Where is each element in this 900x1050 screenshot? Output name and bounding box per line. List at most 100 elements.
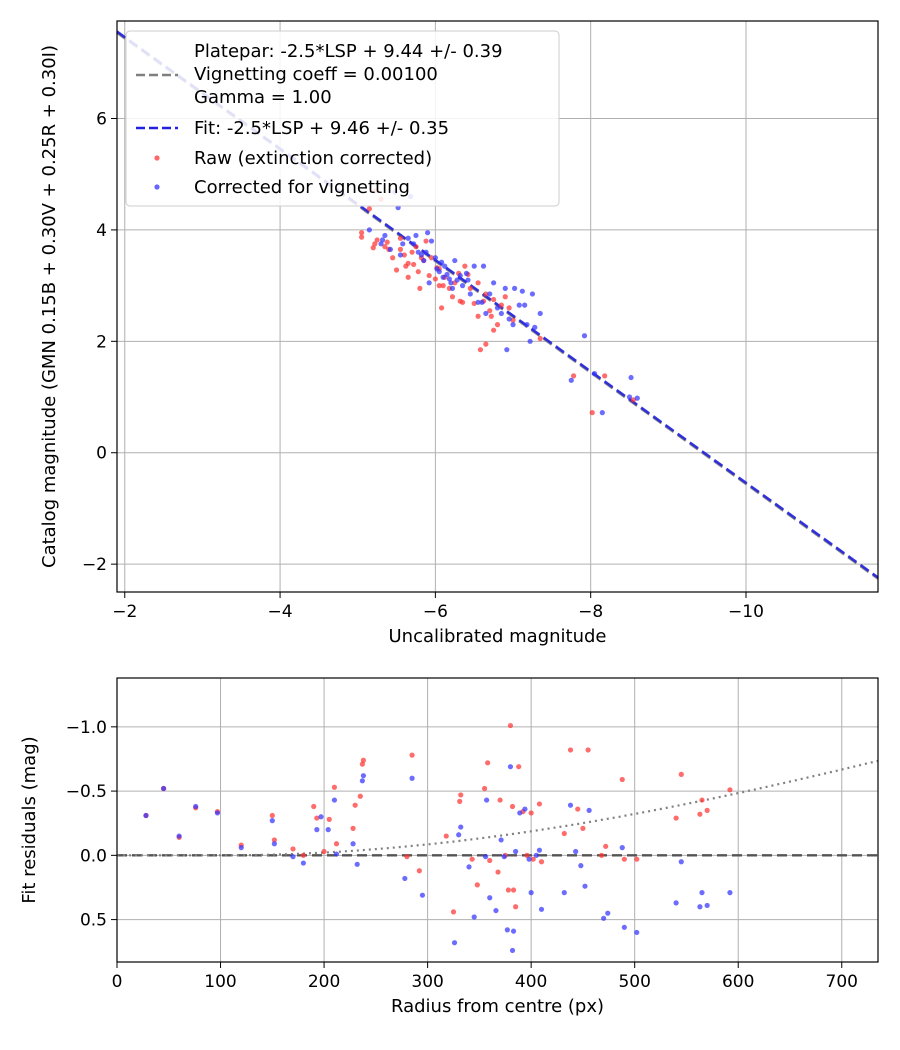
corrected-point [491, 280, 497, 286]
corrected-point [533, 852, 539, 858]
raw-point [443, 833, 449, 839]
corrected-point [238, 845, 244, 851]
bottom-points [143, 722, 733, 954]
raw-point [415, 269, 421, 275]
bottom-plot-frame [116, 677, 879, 963]
corrected-point [290, 854, 296, 860]
raw-point [495, 869, 501, 875]
corrected-point [493, 907, 499, 914]
raw-point [440, 283, 446, 289]
corrected-point [463, 270, 470, 276]
raw-point [571, 373, 577, 379]
legend-raw-swatch [154, 155, 160, 161]
raw-point [416, 868, 422, 874]
raw-point [449, 294, 456, 300]
corrected-point [487, 895, 493, 901]
corrected-point [591, 371, 598, 377]
raw-point [321, 848, 327, 855]
raw-point [423, 238, 429, 244]
vignetting-curve [117, 759, 879, 857]
corrected-point [727, 890, 733, 896]
y-tick-label: 0.0 [80, 846, 107, 866]
corrected-point [522, 302, 528, 308]
corrected-point [673, 900, 679, 906]
corrected-point [567, 802, 574, 808]
legend: Platepar: -2.5*LSP + 9.44 +/- 0.39 Vigne… [125, 30, 560, 207]
corrected-point [325, 827, 331, 833]
corrected-point [509, 947, 516, 954]
corrected-point [360, 773, 367, 779]
corrected-point [628, 374, 634, 381]
corrected-point [143, 812, 149, 819]
x-tick-label: 0 [112, 972, 123, 992]
raw-point [477, 347, 484, 353]
corrected-point [471, 263, 477, 269]
x-tick-label: 300 [411, 972, 443, 992]
corrected-point [333, 851, 340, 857]
raw-point [409, 752, 415, 758]
corrected-point [601, 915, 607, 921]
top-plot-frame [116, 20, 879, 593]
y-tick-label: 4 [96, 221, 107, 241]
raw-point [673, 815, 679, 821]
raw-point [487, 857, 493, 864]
corrected-point [501, 854, 507, 860]
corrected-point [428, 238, 435, 244]
bottom-y-axis-label: Fit residuals (mag) [19, 736, 40, 903]
corrected-point [423, 249, 429, 255]
y-tick-label: 6 [96, 109, 107, 129]
raw-point [271, 837, 277, 843]
corrected-point [704, 902, 710, 909]
raw-point [510, 887, 517, 893]
corrected-point [517, 810, 523, 816]
raw-point [382, 244, 388, 250]
corrected-point [504, 347, 510, 353]
raw-point [359, 230, 365, 236]
raw-point [409, 249, 415, 255]
raw-point [405, 274, 411, 280]
raw-point [401, 252, 407, 258]
raw-point [513, 904, 519, 910]
corrected-point [409, 775, 415, 781]
corrected-point [494, 305, 501, 311]
corrected-point [318, 814, 324, 820]
raw-point [405, 260, 411, 266]
legend-vignetting: Vignetting coeff = 0.00100 [194, 64, 438, 85]
x-tick-label: −4 [268, 602, 293, 622]
corrected-point [457, 272, 463, 279]
raw-point [516, 764, 522, 770]
raw-point [432, 276, 438, 282]
y-tick-label: 2 [96, 332, 107, 352]
corrected-point [536, 847, 543, 853]
corrected-point [452, 257, 458, 264]
raw-point [426, 272, 432, 279]
raw-point [528, 810, 534, 816]
corrected-point [480, 263, 487, 269]
x-tick-label: 500 [618, 972, 650, 992]
corrected-point [300, 860, 306, 866]
corrected-point [479, 299, 485, 305]
raw-point [333, 841, 340, 847]
corrected-point [504, 927, 510, 933]
y-tick-label: −2 [82, 555, 107, 575]
corrected-point [454, 277, 460, 283]
raw-point [469, 856, 475, 862]
raw-point [634, 856, 640, 862]
corrected-point [314, 827, 320, 833]
raw-point [589, 410, 595, 416]
legend-corrected: Corrected for vignetting [194, 177, 410, 198]
raw-point [450, 909, 457, 915]
corrected-point [432, 255, 438, 261]
raw-point [372, 241, 378, 247]
raw-point [326, 816, 332, 822]
corrected-point [411, 241, 417, 247]
corrected-point [538, 906, 545, 912]
x-tick-label: 700 [826, 972, 858, 992]
corrected-point [513, 848, 519, 855]
corrected-point [400, 241, 406, 247]
raw-point [483, 291, 489, 297]
top-x-axis-label: Uncalibrated magnitude [388, 626, 606, 647]
corrected-point [269, 818, 275, 824]
corrected-point [522, 806, 528, 812]
